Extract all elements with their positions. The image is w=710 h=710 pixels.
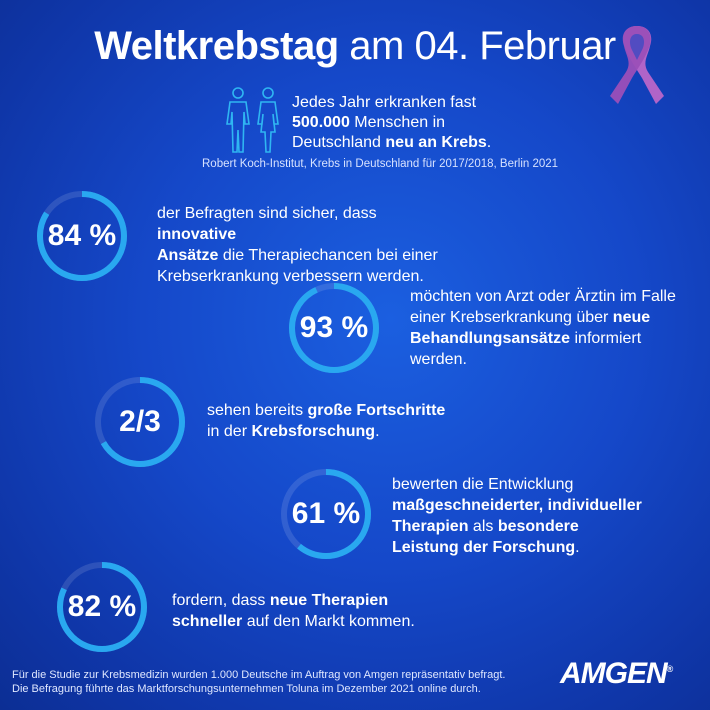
stat-text-3: sehen bereits große Fortschritte in der …: [207, 400, 507, 442]
logo-text: AMGEN: [560, 657, 668, 690]
stat-2-b1: neue: [612, 309, 651, 326]
stat-ring-5: 82 %: [54, 559, 150, 660]
stat-4-b1: maßgeschneiderter, individueller: [392, 497, 642, 514]
footer-note: Für die Studie zur Krebsmedizin wurden 1…: [12, 668, 572, 696]
stat-3-t2: in der: [207, 423, 248, 440]
stat-2-t4: werden.: [410, 351, 467, 368]
stat-5-b2: schneller: [172, 613, 243, 630]
stat-ring-2: 93 %: [286, 280, 382, 381]
progress-ring-3: [95, 377, 185, 467]
title-rest: am 04. Februar: [349, 24, 616, 68]
stat-value-4: 61 %: [291, 497, 361, 530]
stat-value-1: 84 %: [47, 219, 117, 252]
intro-line2: Menschen in: [354, 114, 446, 131]
stat-4-t1: bewerten die Entwicklung: [392, 476, 574, 493]
stat-text-1: der Befragten sind sicher, dass innovati…: [157, 203, 457, 287]
stat-2-b2: Behandlungsansätze: [410, 330, 571, 347]
stat-ring-3: 2/3: [92, 374, 188, 475]
logo-registered-mark: ®: [666, 664, 674, 674]
stat-value-5: 82 %: [67, 590, 137, 623]
stat-1-b1: innovative: [157, 226, 237, 243]
stat-4-t3: .: [575, 539, 580, 556]
stat-1-t3: Krebserkrankung verbessern werden.: [157, 268, 424, 285]
stat-5-t1: fordern, dass: [172, 592, 266, 609]
stat-text-2: möchten von Arzt oder Ärztin im Falle ei…: [410, 286, 700, 370]
progress-ring-2: [289, 283, 379, 373]
footer-line1: Für die Studie zur Krebsmedizin wurden 1…: [12, 669, 506, 681]
progress-ring-1: [37, 191, 127, 281]
amgen-logo: AMGEN®: [560, 657, 673, 691]
stat-4-b3: besondere: [497, 518, 579, 535]
awareness-ribbon-icon: [610, 26, 664, 104]
progress-ring-4: [281, 469, 371, 559]
stat-1-t1: der Befragten sind sicher, dass: [157, 205, 377, 222]
stat-ring-4: 61 %: [278, 466, 374, 567]
intro-end: .: [486, 134, 492, 151]
people-figures-icon: [226, 87, 279, 153]
title-bold: Weltkrebstag: [94, 24, 339, 68]
intro-source: Robert Koch-Institut, Krebs in Deutschla…: [202, 158, 559, 170]
stat-4-b2: Therapien: [392, 518, 469, 535]
stat-value-3: 2/3: [119, 405, 161, 438]
stat-3-t1: sehen bereits: [207, 402, 304, 419]
stat-1-t2: die Therapiechancen bei einer: [222, 247, 438, 264]
stat-3-b2: Krebsforschung: [251, 423, 376, 440]
stat-3-t3: .: [375, 423, 380, 440]
stat-2-t1: möchten von Arzt oder Ärztin im Falle: [410, 288, 676, 305]
stat-ring-1: 84 %: [34, 188, 130, 289]
stat-value-2: 93 %: [299, 311, 369, 344]
stat-3-b1: große Fortschritte: [307, 402, 446, 419]
intro-text: Jedes Jahr erkranken fast 500.000 Mensch…: [292, 93, 522, 153]
progress-ring-5: [57, 562, 147, 652]
stat-text-4: bewerten die Entwicklung maßgeschneidert…: [392, 474, 702, 558]
stat-5-t2: auf den Markt kommen.: [246, 613, 415, 630]
stat-4-t2: als: [472, 518, 494, 535]
intro-count: 500.000: [292, 114, 350, 131]
stat-2-t3: informiert: [574, 330, 642, 347]
stat-5-b1: neue Therapien: [269, 592, 389, 609]
intro-emph: neu an Krebs: [385, 134, 487, 151]
intro-line3: Deutschland: [292, 134, 381, 151]
footer-line2: Die Befragung führte das Marktforschungs…: [12, 683, 481, 695]
stat-2-t2: einer Krebserkrankung über: [410, 309, 609, 326]
intro-line1: Jedes Jahr erkranken fast: [292, 94, 477, 111]
stat-4-b4: Leistung der Forschung: [392, 539, 576, 556]
page-title: Weltkrebstag am 04. Februar: [0, 22, 710, 70]
stat-text-5: fordern, dass neue Therapien schneller a…: [172, 590, 472, 632]
stat-1-b2: Ansätze: [157, 247, 219, 264]
